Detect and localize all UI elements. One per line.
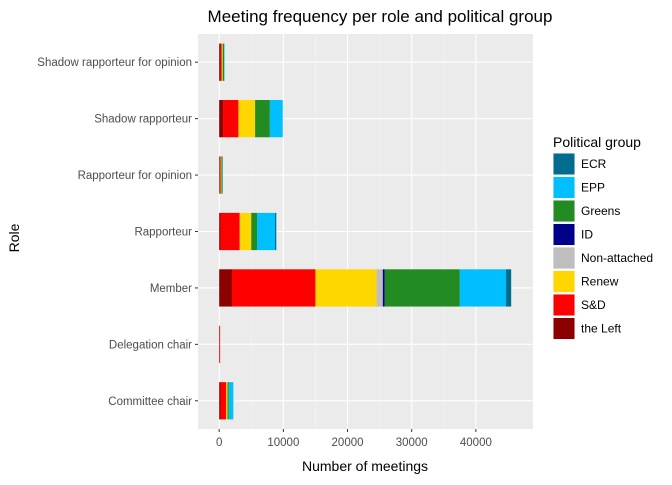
legend-label-the-left: the Left xyxy=(581,322,622,336)
bar-committee-chair-renew xyxy=(226,382,228,420)
x-axis: 0 10000 20000 30000 40000 xyxy=(216,429,492,449)
y-tick-label: Member xyxy=(150,283,192,295)
bar-rapporteur-for-opinion-the-left xyxy=(219,156,220,194)
bar-member-the-left xyxy=(219,269,233,307)
bar-committee-chair-sandd xyxy=(220,382,227,420)
bar-rapporteur-greens xyxy=(251,212,258,251)
legend: Political group ECR EPP Greens ID Non-attach… xyxy=(553,134,653,340)
bar-member-non-attached xyxy=(376,269,383,307)
bar-shadow-rapporteur-for-opinion-greens xyxy=(222,43,224,81)
x-axis-title: Number of meetings xyxy=(302,458,428,474)
bar-rapporteur-epp xyxy=(257,212,276,251)
legend-key-the-left xyxy=(553,318,575,339)
y-tick-label: Shadow rapporteur for opinion xyxy=(37,57,192,69)
bar-shadow-rapporteur-renew xyxy=(238,100,256,138)
bar-rapporteur-for-opinion-sandd xyxy=(219,156,221,194)
y-axis: Shadow rapporteur for opinion Shadow rapp… xyxy=(37,57,198,408)
bar-rapporteur-the-left xyxy=(219,212,221,251)
legend-label-ecr: ECR xyxy=(581,157,607,171)
bar-rapporteur-for-opinion-greens xyxy=(221,156,223,194)
bar-rapporteur-for-opinion-epp xyxy=(222,156,223,194)
y-tick-label: Delegation chair xyxy=(109,339,192,351)
legend-key-non-attached xyxy=(553,247,575,269)
x-tick-label: 0 xyxy=(216,437,222,449)
bar-delegation-chair-sandd xyxy=(219,325,221,363)
bar-shadow-rapporteur-the-left xyxy=(219,100,224,138)
legend-key-sandd xyxy=(553,294,575,316)
y-axis-title: Role xyxy=(6,223,22,252)
x-tick-label: 10000 xyxy=(267,437,299,449)
bar-member-ecr xyxy=(506,269,512,307)
bar-shadow-rapporteur-for-opinion-the-left xyxy=(219,43,221,81)
legend-title: Political group xyxy=(553,134,641,150)
bar-member-sandd xyxy=(232,269,316,307)
bar-shadow-rapporteur-for-opinion-sandd xyxy=(220,43,222,81)
bar-rapporteur-sandd xyxy=(220,212,240,251)
bar-rapporteur-for-opinion-renew xyxy=(220,156,222,194)
legend-key-ecr xyxy=(553,153,575,175)
y-tick-label: Rapporteur for opinion xyxy=(78,170,192,182)
bar-member-greens xyxy=(384,269,460,307)
legend-label-renew: Renew xyxy=(581,275,619,289)
legend-label-id: ID xyxy=(581,228,593,242)
y-tick-label: Shadow rapporteur xyxy=(94,114,192,126)
bar-committee-chair-greens xyxy=(227,382,229,420)
bar-committee-chair-epp xyxy=(228,382,234,420)
bar-shadow-rapporteur-sandd xyxy=(223,100,239,138)
legend-label-greens: Greens xyxy=(581,204,620,218)
bar-shadow-rapporteur-for-opinion-epp xyxy=(223,43,225,81)
bar-shadow-rapporteur-greens xyxy=(255,100,270,138)
legend-key-id xyxy=(553,224,575,245)
bar-member-renew xyxy=(315,269,377,307)
chart-title: Meeting frequency per role and political… xyxy=(208,7,553,26)
x-tick-label: 40000 xyxy=(460,437,492,449)
y-tick-label: Rapporteur xyxy=(134,227,192,239)
bar-rapporteur-ecr xyxy=(275,212,277,251)
legend-label-non-attached: Non-attached xyxy=(581,251,653,265)
bar-member-epp xyxy=(459,269,507,307)
legend-key-epp xyxy=(553,177,575,198)
bar-shadow-rapporteur-epp xyxy=(269,100,283,138)
x-tick-label: 20000 xyxy=(332,437,364,449)
bar-rapporteur-renew xyxy=(239,212,252,251)
bar-shadow-rapporteur-for-opinion-renew xyxy=(221,43,223,81)
bar-member-id xyxy=(382,269,385,307)
x-tick-label: 30000 xyxy=(396,437,428,449)
legend-key-greens xyxy=(553,200,575,222)
legend-label-epp: EPP xyxy=(581,181,605,195)
bar-committee-chair-the-left xyxy=(219,382,221,420)
legend-label-sandd: S&D xyxy=(581,298,606,312)
y-tick-label: Committee chair xyxy=(108,396,192,408)
bars-layer xyxy=(219,43,512,420)
legend-key-renew xyxy=(553,271,575,292)
